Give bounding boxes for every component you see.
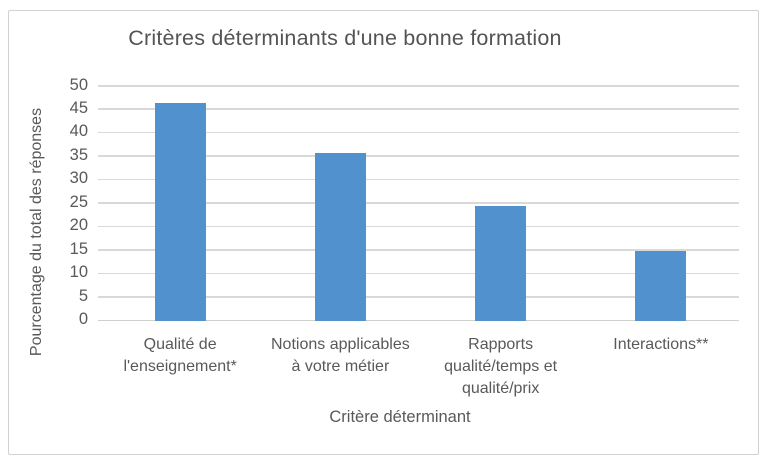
gridline-15: [98, 249, 739, 251]
gridline-45: [98, 108, 739, 110]
y-axis-title: Pourcentage du total des réponses: [28, 107, 45, 357]
y-tick-label-20: 20: [69, 216, 88, 235]
category-label-2: Notions applicables à votre métier: [271, 336, 410, 375]
y-tick-label-25: 25: [69, 192, 88, 211]
gridline-25: [98, 202, 739, 204]
gridline-5: [98, 296, 739, 298]
y-tick-label-10: 10: [69, 263, 88, 282]
y-tick-label-15: 15: [69, 239, 88, 258]
category-label-4: Interactions**: [613, 336, 709, 353]
gridline-30: [98, 178, 739, 181]
y-tick-label-40: 40: [69, 122, 88, 141]
bar-3: [475, 206, 527, 321]
category-label-3: Rapports qualité/temps et qualité/prix: [444, 336, 558, 397]
y-tick-label-30: 30: [69, 169, 88, 188]
plot-area: [98, 85, 739, 321]
gridline-35: [98, 155, 739, 157]
gridline-50: [98, 85, 739, 87]
gridline-40: [98, 131, 739, 134]
bar-1: [154, 102, 206, 321]
gridline-20: [98, 225, 739, 228]
x-axis-title: Critère déterminant: [329, 408, 471, 426]
y-tick-label-50: 50: [69, 75, 88, 94]
y-tick-label-5: 5: [78, 286, 88, 305]
bar-4: [635, 250, 687, 321]
chart-title: Critères déterminants d'une bonne format…: [128, 26, 562, 50]
y-tick-label-45: 45: [69, 98, 88, 117]
x-axis-line: [98, 319, 739, 321]
y-tick-label-35: 35: [69, 145, 88, 164]
chart-frame: [8, 10, 759, 455]
gridline-10: [98, 272, 739, 275]
bar-2: [314, 153, 366, 321]
category-label-1: Qualité de l'enseignement*: [123, 336, 237, 375]
y-tick-label-0: 0: [78, 310, 88, 328]
